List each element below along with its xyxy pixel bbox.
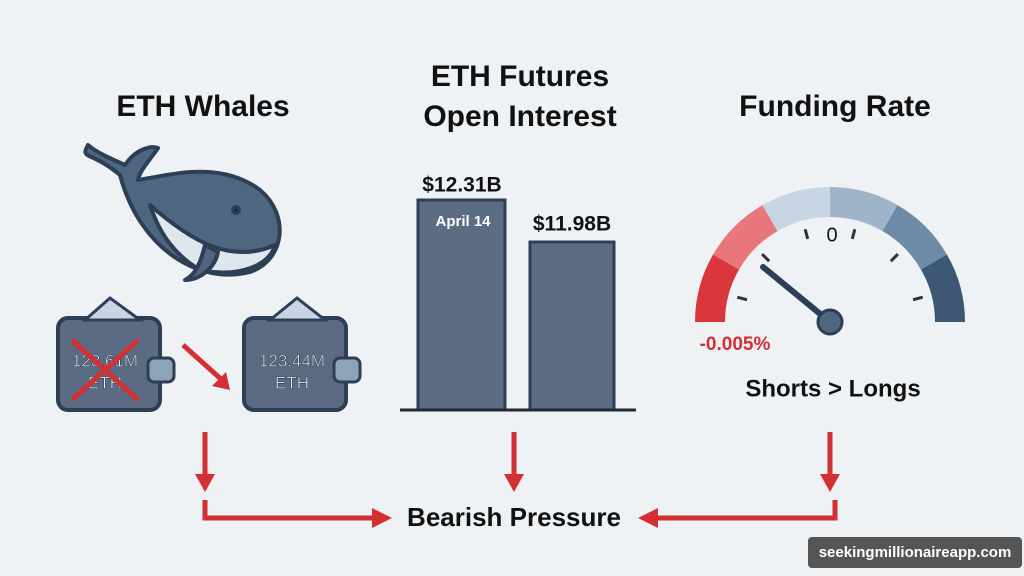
gauge-tick bbox=[850, 228, 857, 240]
gauge-value: -0.005% bbox=[700, 334, 771, 355]
gauge-zero: 0 bbox=[826, 224, 837, 246]
gauge-segment bbox=[762, 187, 830, 232]
wallet-unit: ETH bbox=[275, 373, 309, 392]
gauge-segment bbox=[830, 187, 898, 232]
bar bbox=[528, 240, 616, 412]
oi-title: Open Interest bbox=[423, 100, 616, 133]
result: Bearish Pressure bbox=[407, 502, 621, 532]
oi-title: ETH Futures bbox=[431, 60, 609, 93]
gauge bbox=[695, 187, 965, 322]
gauge-segment bbox=[695, 254, 740, 322]
bar-note: April 14 bbox=[435, 213, 491, 230]
gauge-segment bbox=[882, 205, 947, 270]
watermark-bg bbox=[808, 537, 1022, 568]
flow-arrows bbox=[195, 432, 840, 528]
gauge-tick bbox=[912, 295, 924, 302]
bar-label: $12.31B bbox=[422, 174, 501, 197]
arrow-head bbox=[212, 372, 230, 390]
funding-caption: Shorts > Longs bbox=[745, 375, 920, 402]
watermark: seekingmillionaireapp.com bbox=[819, 544, 1012, 561]
gauge-tick bbox=[889, 253, 899, 263]
bar bbox=[416, 198, 507, 412]
funding-title: Funding Rate bbox=[739, 90, 931, 123]
arrow bbox=[181, 343, 224, 382]
needle-hub bbox=[816, 308, 844, 336]
gauge-tick bbox=[736, 295, 748, 302]
wallet-old: 123.61M ETH bbox=[56, 296, 176, 412]
bar-label: $11.98B bbox=[533, 213, 611, 236]
whales-title: ETH Whales bbox=[116, 90, 289, 123]
gauge-segment bbox=[713, 205, 778, 270]
needle bbox=[760, 264, 833, 325]
whale-icon bbox=[83, 143, 282, 282]
wallet-new: 123.44M ETH bbox=[242, 296, 362, 412]
wallet-amount: 123.44M bbox=[259, 351, 325, 370]
gauge-tick bbox=[761, 253, 771, 263]
gauge-tick bbox=[803, 228, 810, 240]
gauge-segment bbox=[920, 254, 965, 322]
